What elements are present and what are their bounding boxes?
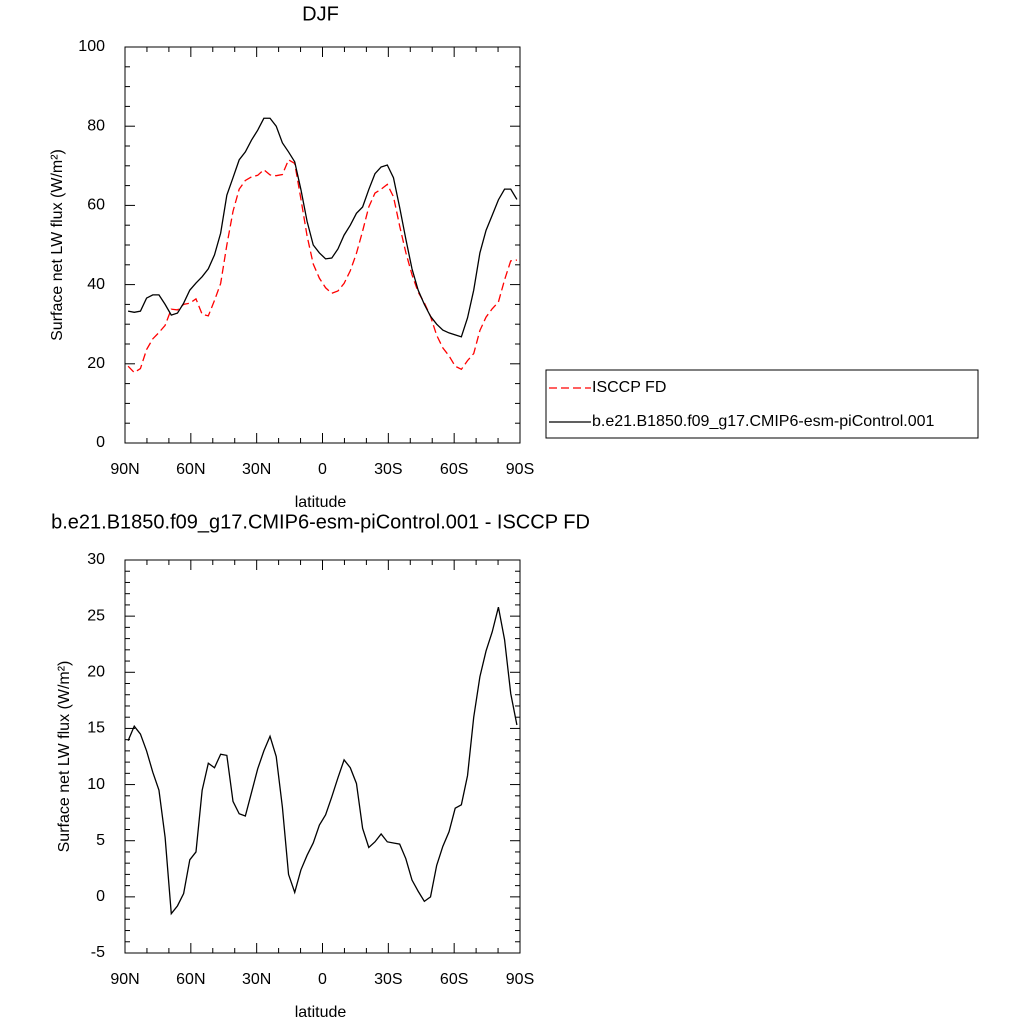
x-tick-label: 60S	[440, 461, 468, 478]
legend-label: b.e21.B1850.f09_g17.CMIP6-esm-piControl.…	[592, 413, 935, 430]
y-tick-label: 20	[87, 355, 105, 372]
legend-label: ISCCP FD	[592, 379, 666, 396]
plot-frame	[124, 46, 521, 444]
plot-frame	[124, 559, 521, 954]
chart-title: b.e21.B1850.f09_g17.CMIP6-esm-piControl.…	[51, 511, 590, 533]
y-tick-label: 40	[87, 276, 105, 293]
y-tick-label: 80	[87, 117, 105, 134]
x-tick-label: 90S	[506, 971, 534, 988]
x-tick-label: 30S	[374, 461, 402, 478]
x-axis-label: latitude	[295, 494, 347, 511]
x-tick-label: 60N	[176, 971, 205, 988]
y-axis-label: Surface net LW flux (W/m²)	[49, 149, 66, 341]
y-tick-label: 20	[87, 664, 105, 681]
x-tick-label: 30N	[242, 971, 271, 988]
x-tick-label: 60N	[176, 461, 205, 478]
y-tick-label: 0	[96, 434, 105, 451]
legend: ISCCP FD b.e21.B1850.f09_g17.CMIP6-esm-pi…	[545, 369, 979, 439]
x-tick-label: 90S	[506, 461, 534, 478]
x-tick-label: 90N	[110, 461, 139, 478]
chart-title: DJF	[302, 3, 339, 25]
x-tick-label: 30S	[374, 971, 402, 988]
y-tick-label: -5	[91, 944, 105, 961]
y-tick-label: 60	[87, 197, 105, 214]
y-tick-label: 25	[87, 607, 105, 624]
x-tick-label: 0	[318, 461, 327, 478]
data-line	[127, 158, 517, 374]
y-tick-label: 0	[96, 888, 105, 905]
data-line	[127, 607, 518, 916]
x-axis-label: latitude	[295, 1004, 347, 1021]
legend-box	[545, 369, 979, 439]
x-tick-label: 30N	[242, 461, 271, 478]
y-axis-label: Surface net LW flux (W/m²)	[56, 661, 73, 853]
data-line	[127, 117, 518, 338]
x-tick-label: 90N	[110, 971, 139, 988]
y-tick-label: 10	[87, 776, 105, 793]
y-tick-label: 15	[87, 720, 105, 737]
y-tick-label: 30	[87, 551, 105, 568]
x-tick-label: 0	[318, 971, 327, 988]
y-tick-label: 5	[96, 832, 105, 849]
x-tick-label: 60S	[440, 971, 468, 988]
y-tick-label: 100	[78, 38, 105, 55]
